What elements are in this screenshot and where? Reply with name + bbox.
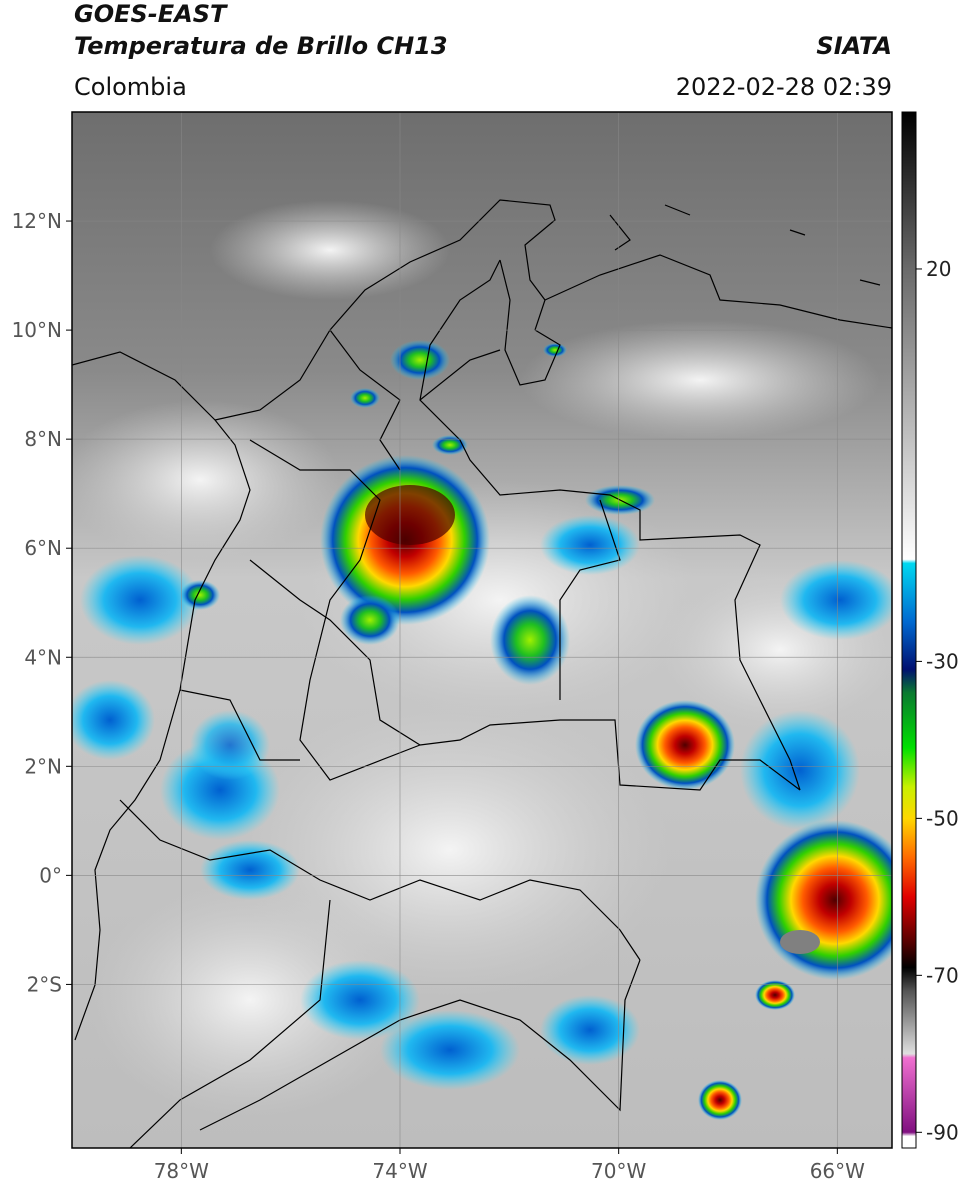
convection: [72, 340, 892, 1120]
lon-tick-label: 74°W: [372, 1159, 427, 1183]
lat-tick-label: 4°N: [24, 645, 62, 669]
colorbar: 20 -30 -50 -70 -90: [901, 111, 959, 1149]
lon-tick-label: 66°W: [810, 1159, 865, 1183]
lat-tick-label: 2°S: [27, 972, 62, 996]
colorbar-tick-label: 20: [926, 257, 951, 281]
lon-tick-label: 78°W: [154, 1159, 209, 1183]
timestamp: 2022-02-28 02:39: [676, 73, 892, 101]
title-line2: Temperatura de Brillo CH13: [74, 32, 448, 60]
lat-tick-label: 6°N: [24, 536, 62, 560]
lat-tick-label: 10°N: [12, 318, 62, 342]
lat-tick-label: 8°N: [24, 427, 62, 451]
colorbar-tick-label: -50: [926, 806, 959, 830]
source: SIATA: [816, 32, 892, 60]
graticule: [72, 112, 892, 1148]
title-line1: GOES-EAST: [74, 0, 228, 28]
lat-tick-label: 0°: [39, 863, 62, 887]
lon-tick-label: 70°W: [591, 1159, 646, 1183]
map-frame: [71, 111, 893, 1149]
colorbar-tick-label: -30: [926, 649, 959, 673]
region: Colombia: [74, 73, 187, 101]
colorbar-tick-label: -70: [926, 963, 959, 987]
boundaries: [72, 199, 892, 1148]
colorbar-tick-label: -90: [926, 1120, 959, 1144]
colorbar-scale: [901, 111, 917, 1149]
lat-tick-label: 2°N: [24, 754, 62, 778]
lat-tick-label: 12°N: [12, 209, 62, 233]
satellite-image: [72, 112, 892, 1148]
